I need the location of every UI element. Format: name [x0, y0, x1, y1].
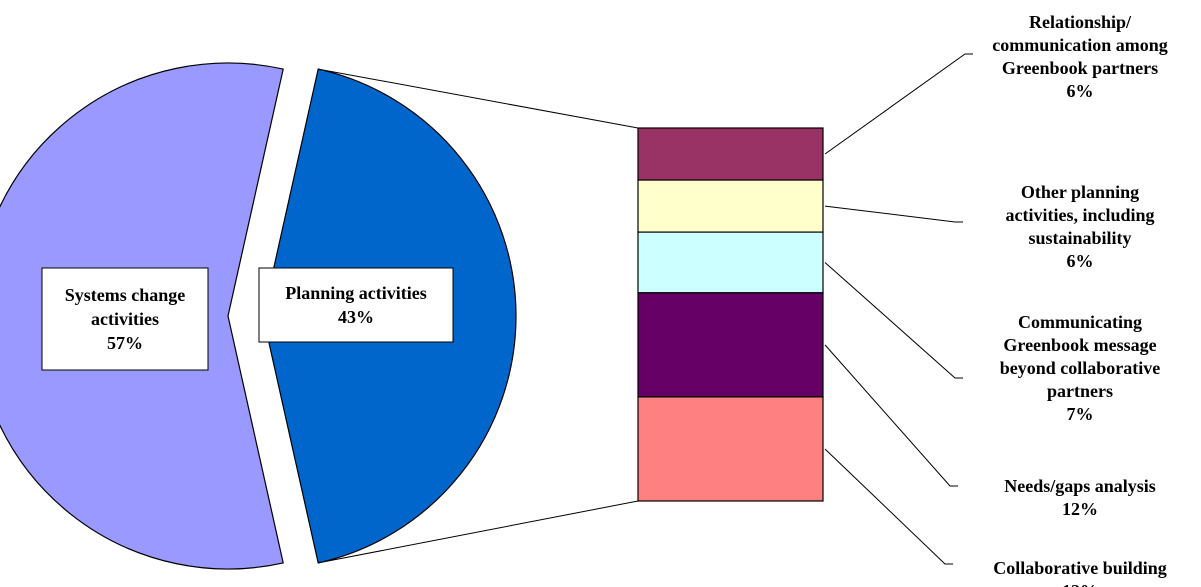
- leader-line: [824, 262, 963, 379]
- leader-line: [824, 344, 958, 487]
- bar-category-label: Greenbook partners: [1002, 58, 1158, 78]
- pie-category-label: activities: [91, 309, 159, 329]
- bar-label: Relationship/communication among Greenboo…: [824, 12, 1168, 155]
- stacked-bar: [637, 127, 824, 502]
- leader-line: [824, 205, 963, 223]
- bar-category-label: Relationship/: [1029, 12, 1132, 32]
- bar-category-label: Greenbook message: [1003, 335, 1156, 355]
- pie-label-box: [41, 267, 209, 371]
- bar-category-label: beyond collaborative: [1000, 358, 1161, 378]
- connector-top: [318, 68, 639, 129]
- bar-value-label: 6%: [1067, 251, 1094, 271]
- pie-category-label: Planning activities: [285, 283, 427, 303]
- bar-label: Needs/gaps analysis 12%: [824, 344, 1156, 519]
- leader-line: [824, 448, 953, 565]
- bar-category-label: Collaborative building: [993, 558, 1167, 578]
- bar-category-label: partners: [1047, 381, 1113, 401]
- bar-segment: [637, 179, 824, 233]
- bar-label: Communicating Greenbook message beyond col…: [824, 262, 1161, 424]
- pie-label-box: [258, 267, 454, 343]
- bar-value-label: 12%: [1062, 581, 1098, 587]
- bar-category-label: Other planning: [1021, 182, 1139, 202]
- pie-value-label: 57%: [107, 333, 143, 353]
- bar-category-label: Communicating: [1018, 312, 1142, 332]
- bar-category-label: Needs/gaps analysis: [1004, 476, 1156, 496]
- bar-value-label: 7%: [1067, 404, 1094, 424]
- bar-label: Other planning activities, including susta…: [824, 182, 1155, 271]
- data-labels: Systems change activities 57% Planning acti…: [41, 12, 1168, 587]
- leader-line: [824, 53, 973, 155]
- pie-category-label: Systems change: [65, 285, 186, 305]
- bar-value-label: 12%: [1062, 499, 1098, 519]
- bar-value-label: 6%: [1067, 81, 1094, 101]
- connector-bottom: [318, 500, 639, 564]
- bar-segment: [637, 127, 824, 181]
- bar-segment: [637, 396, 824, 502]
- bar-segment: [637, 292, 824, 398]
- bar-segment: [637, 231, 824, 294]
- pie-value-label: 43%: [338, 307, 374, 327]
- pie-label-planning: Planning activities 43%: [258, 267, 454, 343]
- bar-category-label: communication among: [992, 35, 1168, 55]
- bar-category-label: sustainability: [1028, 228, 1131, 248]
- bar-category-label: activities, including: [1005, 205, 1154, 225]
- pie-label-systems-change: Systems change activities 57%: [41, 267, 209, 371]
- bar-label: Collaborative building 12%: [824, 448, 1167, 587]
- pie-to-bar-connectors: [318, 68, 639, 564]
